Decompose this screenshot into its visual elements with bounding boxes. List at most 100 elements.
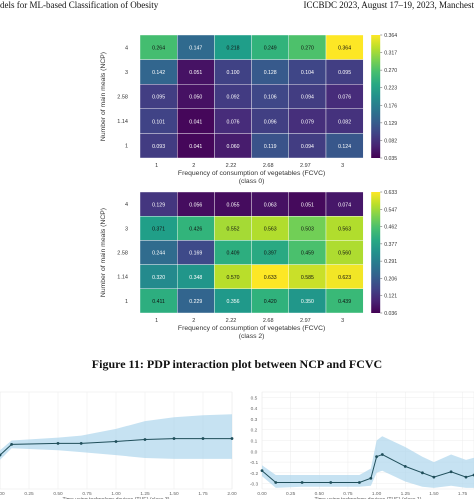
heatmap-cell-label: 0.041: [189, 144, 202, 150]
heatmap-cell-label: 0.101: [152, 119, 165, 125]
series-point: [375, 455, 378, 459]
heatmap-cell: [251, 191, 290, 217]
heatmap-cell-label: 0.092: [227, 95, 240, 101]
heatmap-cell-label: 0.056: [189, 202, 202, 208]
x-tick-label: 2.97: [300, 163, 311, 169]
heatmap-cell: [288, 191, 327, 217]
heatmap-cell-label: 0.350: [301, 299, 314, 305]
page-header-left: dels for ML-based Classification of Obes…: [0, 0, 159, 10]
heatmap-cell: [288, 215, 327, 241]
colorbar-tick-label: 0.035: [384, 156, 397, 162]
series-point: [260, 469, 264, 473]
x-axis-label: Time using technology devices (TUE) (cla…: [314, 497, 421, 499]
heatmap-cell-label: 0.129: [152, 202, 165, 208]
series-point: [449, 470, 453, 474]
heatmap-cell-label: 0.264: [152, 46, 165, 52]
heatmap-cell: [176, 34, 215, 60]
heatmap-cell-label: 0.552: [227, 227, 240, 233]
series-point: [10, 442, 14, 446]
heatmap-cell-label: 0.093: [152, 144, 165, 150]
heatmap-cell: [251, 83, 290, 109]
heatmap-cell-label: 0.563: [264, 227, 277, 233]
heatmap-cell-label: 0.560: [338, 251, 351, 257]
heatmap-cell: [139, 215, 178, 241]
heatmap-cell: [176, 83, 215, 109]
heatmap-cell-label: 0.623: [338, 275, 351, 281]
y-tick-label: 1.14: [117, 275, 128, 281]
y-tick-label: -0.2: [250, 471, 259, 477]
y-tick-label: 1: [125, 299, 128, 305]
heatmap-cell-label: 0.094: [301, 95, 314, 101]
heatmap-cell-label: 0.060: [227, 144, 240, 150]
series-point: [300, 481, 304, 484]
colorbar-tick-label: 0.462: [384, 225, 397, 231]
y-tick-label: 1: [125, 144, 128, 150]
heatmap-cell-label: 0.348: [189, 275, 202, 281]
heatmap-cell: [325, 59, 364, 85]
y-tick-label: 0.3: [251, 417, 258, 423]
x-tick-label: 2: [192, 163, 195, 169]
heatmap-cell-label: 0.100: [227, 70, 240, 76]
y-tick-label: 0.0: [251, 449, 258, 455]
x-tick-label: 0.50: [315, 491, 325, 497]
heatmap-cell-label: 0.459: [301, 251, 314, 257]
x-tick-label: 1.75: [198, 491, 208, 497]
heatmap-cell: [288, 83, 327, 109]
heatmap-cell-label: 0.142: [152, 70, 165, 76]
confidence-band: [0, 414, 232, 460]
heatmap-cell-label: 0.356: [227, 299, 240, 305]
y-tick-label: 1.14: [117, 119, 128, 125]
heatmap-cell: [325, 264, 364, 290]
colorbar-tick-label: 0.206: [384, 276, 397, 282]
heatmap-cell-label: 0.096: [264, 119, 277, 125]
heatmap-cell-label: 0.055: [227, 202, 240, 208]
heatmap-cell-label: 0.095: [152, 95, 165, 101]
heatmap-cell-label: 0.270: [301, 46, 314, 52]
series-point: [172, 437, 176, 440]
page-header-right: ICCBDC 2023, August 17–19, 2023, Manches…: [303, 0, 474, 10]
heatmap-cell-label: 0.169: [189, 251, 202, 257]
x-tick-label: 2: [192, 318, 195, 324]
heatmap-cell: [288, 288, 327, 314]
x-tick-label: 1: [155, 163, 158, 169]
series-point: [464, 475, 468, 479]
x-tick-label: 0.75: [82, 491, 92, 497]
x-tick-label: 1.25: [140, 491, 150, 497]
heatmap-cell: [139, 264, 178, 290]
series-point: [79, 442, 83, 445]
colorbar-tick-label: 0.270: [384, 68, 397, 74]
heatmap-cell-label: 0.050: [189, 95, 202, 101]
x-tick-label: 3: [341, 163, 344, 169]
heatmap-cell-label: 0.063: [264, 202, 277, 208]
y-axis-label: Number of main meals (NCP): [100, 52, 107, 141]
x-tick-label: 1.00: [372, 491, 382, 497]
x-tick-label: 2.68: [263, 163, 274, 169]
heatmap-cell: [214, 264, 252, 290]
x-tick-label: 0.00: [257, 491, 267, 497]
x-tick-label: 0.00: [0, 491, 5, 497]
series-point: [56, 442, 60, 445]
heatmap-cell-label: 0.128: [264, 70, 277, 76]
x-axis-label: Frequency of consumption of vegetables (…: [178, 170, 325, 177]
heatmap-cell: [288, 59, 327, 85]
heatmap-cell: [288, 34, 327, 60]
heatmap-cell: [251, 59, 290, 85]
heatmap-cell: [325, 288, 364, 314]
heatmap-cell: [214, 288, 252, 314]
x-tick-label: 1.25: [401, 491, 411, 497]
x-tick-label: 2.97: [300, 318, 311, 324]
heatmap-cell-label: 0.633: [264, 275, 277, 281]
heatmap-cell: [214, 240, 252, 265]
series-point: [230, 437, 234, 440]
colorbar-tick-label: 0.291: [384, 259, 397, 265]
colorbar-tick-label: 0.633: [384, 190, 397, 196]
x-tick-label: 0.50: [53, 491, 63, 497]
y-tick-label: 2.58: [117, 251, 128, 257]
heatmap-cell-label: 0.244: [152, 251, 165, 257]
heatmap-cell: [176, 59, 215, 85]
heatmap-cell-label: 0.124: [338, 144, 351, 150]
heatmap-cell-label: 0.249: [264, 46, 277, 52]
heatmap-cell: [176, 133, 215, 159]
chart-title: (class 2): [239, 333, 265, 340]
